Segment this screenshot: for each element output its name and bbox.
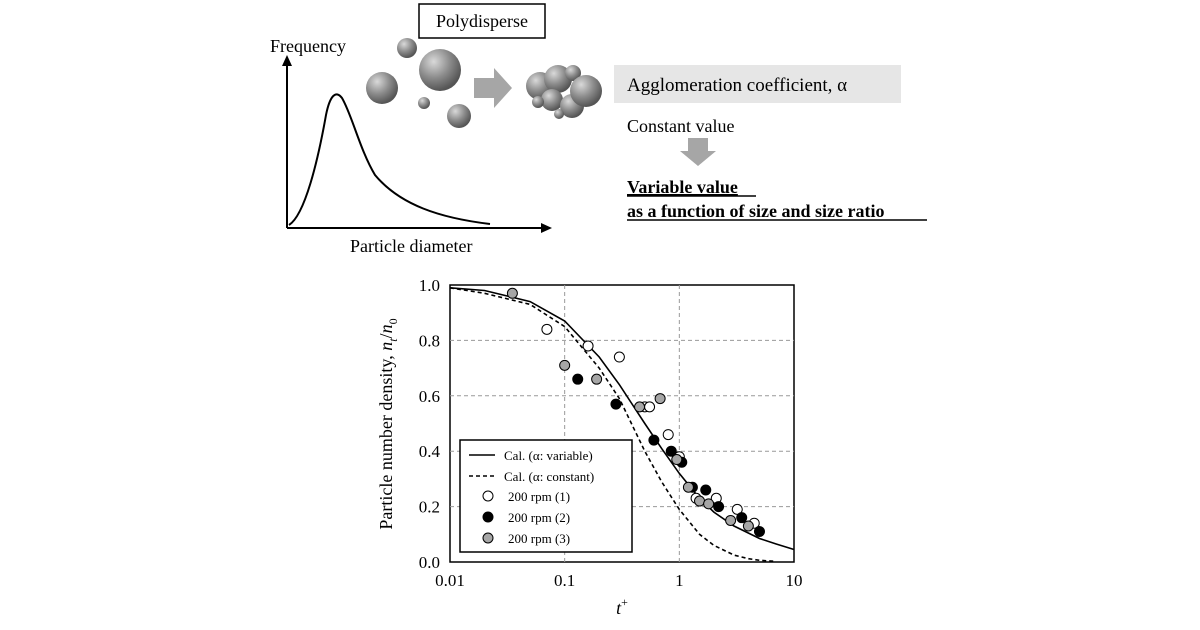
legend-label-constant: Cal. (α: constant) [504,469,594,484]
legend-label-variable: Cal. (α: variable) [504,448,593,463]
data-point-rpm3 [654,393,666,405]
dispersed-particles [366,38,471,128]
legend-open-circle [482,490,494,502]
constant-value-label: Constant value [627,116,734,136]
legend-gray-circle [482,532,494,544]
particle-sphere [565,65,581,81]
data-point-rpm1 [582,340,594,352]
legend: Cal. (α: variable) Cal. (α: constant) 20… [459,439,633,553]
data-point-rpm3 [703,498,715,510]
variable-value-description: as a function of size and size ratio [627,201,884,221]
data-point-rpm1 [644,401,656,413]
x-tick-label: 10 [786,571,803,590]
distribution-curve [288,93,491,226]
legend-filled-circle [482,511,494,523]
legend-label-rpm2: 200 rpm (2) [508,510,570,525]
polydisperse-box [418,3,546,39]
y-tick-label: 0.4 [419,442,441,461]
data-point-rpm2 [736,512,748,524]
particle-sphere [418,97,430,109]
y-tick-label: 0.8 [419,331,440,350]
data-point-rpm2 [648,434,660,446]
particle-sphere [532,96,544,108]
tick-labels: 0.01 0.1 1 10 0.0 0.2 0.4 0.6 0.8 1.0 [419,276,803,590]
curves [449,287,795,563]
particle-sphere [554,109,564,119]
data-point-rpm3 [559,359,571,371]
data-point-rpm1 [731,503,743,515]
data-point-rpm2 [753,526,765,538]
polydisperse-label: Polydisperse [436,11,528,31]
x-tick-label: 1 [675,571,684,590]
agglomeration-arrow-icon [474,68,512,108]
agglomeration-coefficient-label: Agglomeration coefficient, α [627,75,847,96]
y-tick-label: 0.0 [419,553,440,572]
agglomerate-cluster [526,65,602,119]
data-point-rpm3 [671,454,683,466]
dist-x-arrowhead [541,223,552,233]
particle-sphere [570,75,602,107]
calc-constant-curve [449,287,777,563]
particle-sphere [544,65,572,93]
particle-diameter-label: Particle diameter [350,236,472,256]
y-tick-label: 0.2 [419,498,440,517]
data-point-rpm2 [572,373,584,385]
data-point-rpm3 [694,495,706,507]
particle-sphere [447,104,471,128]
markers [506,287,765,538]
schematic: Frequency Particle diameter Polydisperse [270,3,927,256]
particle-sphere [541,89,563,111]
x-tick-label: 0.1 [554,571,575,590]
y-tick-label: 1.0 [419,276,440,295]
particle-sphere [397,38,417,58]
particle-sphere [366,72,398,104]
number-density-chart: 0.01 0.1 1 10 0.0 0.2 0.4 0.6 0.8 1.0 t+ Particle… [376,276,803,618]
data-point-rpm3 [682,481,694,493]
particle-sphere [419,49,461,91]
data-point-rpm3 [742,520,754,532]
y-axis-label: Particle number density, nt/n0 [376,318,400,529]
frequency-label: Frequency [270,36,346,56]
x-tick-label: 0.01 [435,571,465,590]
data-point-rpm1 [662,429,674,441]
data-point-rpm1 [541,323,553,335]
data-point-rpm1 [613,351,625,363]
x-axis-label: t+ [616,595,628,618]
data-point-rpm2 [713,501,725,513]
legend-label-rpm3: 200 rpm (3) [508,531,570,546]
dist-y-arrowhead [282,55,292,66]
data-point-rpm3 [591,373,603,385]
down-arrow-icon [680,138,716,166]
agglomeration-coefficient-box [614,65,901,103]
data-point-rpm2 [700,484,712,496]
legend-label-rpm1: 200 rpm (1) [508,489,570,504]
y-tick-label: 0.6 [419,387,440,406]
data-point-rpm2 [665,445,677,457]
data-point-rpm3 [506,287,518,299]
data-point-rpm2 [610,398,622,410]
data-point-rpm3 [725,514,737,526]
variable-value-label: Variable value [627,177,738,197]
data-point-rpm3 [634,401,646,413]
calc-variable-curve [449,287,795,551]
